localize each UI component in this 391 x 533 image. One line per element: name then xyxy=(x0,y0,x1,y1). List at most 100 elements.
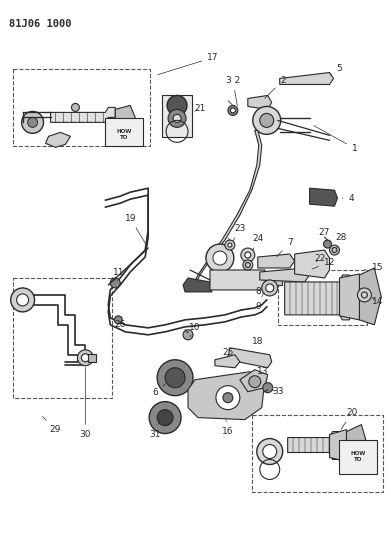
Circle shape xyxy=(213,251,227,265)
Circle shape xyxy=(149,402,181,433)
Circle shape xyxy=(357,288,371,302)
Text: 5: 5 xyxy=(330,64,343,75)
Polygon shape xyxy=(288,432,339,459)
Text: 31: 31 xyxy=(149,420,161,439)
Circle shape xyxy=(223,393,233,402)
Text: 1: 1 xyxy=(314,126,357,153)
Circle shape xyxy=(22,111,43,133)
Polygon shape xyxy=(260,268,310,282)
Text: 24: 24 xyxy=(252,233,264,251)
Text: 28: 28 xyxy=(336,232,347,248)
Circle shape xyxy=(157,410,173,425)
Circle shape xyxy=(249,376,261,387)
Circle shape xyxy=(263,445,277,458)
Text: HOW
TO: HOW TO xyxy=(351,451,366,462)
Bar xyxy=(339,440,377,474)
Bar xyxy=(162,95,192,138)
Bar xyxy=(252,415,383,492)
Polygon shape xyxy=(295,250,330,278)
Circle shape xyxy=(260,114,274,127)
Text: 29: 29 xyxy=(43,417,61,434)
Polygon shape xyxy=(228,348,272,368)
Polygon shape xyxy=(115,106,135,130)
Text: 11: 11 xyxy=(113,269,124,281)
Text: 2: 2 xyxy=(265,76,285,99)
Polygon shape xyxy=(188,372,265,419)
Circle shape xyxy=(323,240,332,248)
Text: 23: 23 xyxy=(233,224,246,240)
Text: 9: 9 xyxy=(255,293,264,311)
Text: 7: 7 xyxy=(276,238,292,257)
Text: 15: 15 xyxy=(364,263,383,272)
Circle shape xyxy=(110,278,120,288)
Text: 4: 4 xyxy=(342,193,354,203)
Bar xyxy=(13,69,150,147)
Circle shape xyxy=(253,107,281,134)
Text: 6: 6 xyxy=(152,383,166,397)
Polygon shape xyxy=(310,188,337,206)
Circle shape xyxy=(266,284,274,292)
Text: 21: 21 xyxy=(194,104,206,113)
Circle shape xyxy=(11,288,34,312)
Polygon shape xyxy=(330,430,352,462)
Bar xyxy=(13,278,112,398)
Circle shape xyxy=(114,316,122,324)
Text: 22: 22 xyxy=(314,254,325,263)
Text: 8: 8 xyxy=(255,280,266,296)
Circle shape xyxy=(241,248,255,262)
Text: 19: 19 xyxy=(124,214,147,246)
Text: 33: 33 xyxy=(272,387,283,396)
Polygon shape xyxy=(240,370,268,392)
Circle shape xyxy=(257,439,283,464)
Polygon shape xyxy=(258,254,295,268)
Circle shape xyxy=(262,280,278,296)
Circle shape xyxy=(28,117,38,127)
Polygon shape xyxy=(285,275,350,320)
Circle shape xyxy=(167,95,187,116)
Circle shape xyxy=(206,244,234,272)
Circle shape xyxy=(263,383,273,393)
Circle shape xyxy=(72,103,79,111)
Circle shape xyxy=(173,115,181,123)
Text: 30: 30 xyxy=(80,368,91,439)
Circle shape xyxy=(165,368,185,387)
Circle shape xyxy=(228,106,238,116)
Bar xyxy=(88,354,96,362)
Polygon shape xyxy=(50,108,115,123)
Polygon shape xyxy=(248,95,272,109)
Circle shape xyxy=(183,330,193,340)
Polygon shape xyxy=(265,275,282,285)
Polygon shape xyxy=(193,131,262,285)
Text: 20: 20 xyxy=(341,408,358,429)
Text: 14: 14 xyxy=(371,297,383,306)
Text: 16: 16 xyxy=(222,419,234,436)
Bar xyxy=(278,270,368,325)
Circle shape xyxy=(330,245,339,255)
Circle shape xyxy=(157,360,193,395)
Circle shape xyxy=(77,350,93,366)
Bar xyxy=(105,118,143,147)
Text: 27: 27 xyxy=(319,228,330,242)
Circle shape xyxy=(245,252,251,258)
Text: 18: 18 xyxy=(252,337,264,352)
Text: 25: 25 xyxy=(222,348,233,357)
Circle shape xyxy=(17,294,29,306)
Circle shape xyxy=(228,243,232,247)
Circle shape xyxy=(81,354,90,362)
Circle shape xyxy=(216,386,240,410)
Polygon shape xyxy=(183,278,212,292)
Polygon shape xyxy=(339,274,364,320)
Text: 26: 26 xyxy=(115,320,126,329)
Polygon shape xyxy=(210,270,268,290)
Polygon shape xyxy=(346,425,368,466)
Polygon shape xyxy=(280,72,334,84)
Polygon shape xyxy=(45,132,70,147)
Circle shape xyxy=(225,240,235,250)
Text: 12: 12 xyxy=(312,257,335,269)
Text: 10: 10 xyxy=(189,324,201,337)
Circle shape xyxy=(230,108,235,113)
Text: 13: 13 xyxy=(257,367,269,382)
Circle shape xyxy=(168,109,186,127)
Text: HOW
TO: HOW TO xyxy=(117,129,132,140)
Text: 3 2: 3 2 xyxy=(226,76,240,106)
